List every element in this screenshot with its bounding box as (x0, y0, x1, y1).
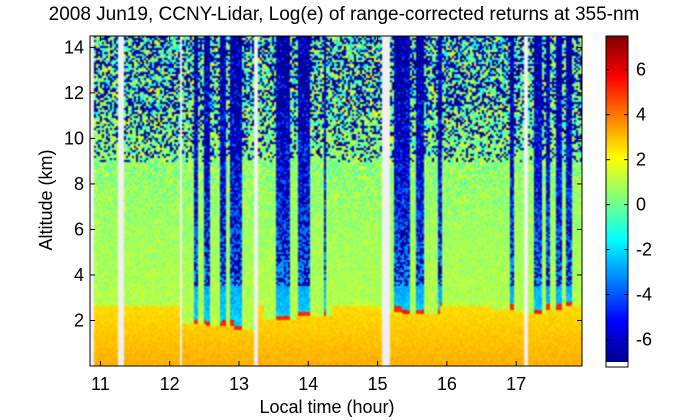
colorbar-tick-label: -4 (636, 285, 652, 305)
colorbar: -6 -4 -2 0 2 4 6 (605, 35, 652, 368)
colorbar-tick-label: 2 (636, 150, 646, 170)
y-tick-label: 10 (64, 128, 84, 148)
colorbar-tick-label: 4 (636, 105, 646, 125)
y-axis-label: Altitude (km) (36, 149, 56, 250)
x-tick-label: 15 (368, 374, 388, 394)
colorbar-tick-label: 6 (636, 60, 646, 80)
colorbar-gradient (606, 36, 628, 362)
x-tick-label: 14 (298, 374, 318, 394)
x-tick-label: 12 (160, 374, 180, 394)
colorbar-tick-label: 0 (636, 195, 646, 215)
colorbar-tick-label: -6 (636, 330, 652, 350)
y-tick-label: 12 (64, 83, 84, 103)
chart-title: 2008 Jun19, CCNY-Lidar, Log(e) of range-… (49, 4, 640, 25)
colorbar-tick-label: -2 (636, 240, 652, 260)
heatmap-image (90, 36, 582, 366)
x-tick-label: 16 (437, 374, 457, 394)
plot-frame (89, 35, 583, 367)
y-axis: 2 4 6 8 10 12 14 (64, 37, 582, 330)
colorbar-ticks: -6 -4 -2 0 2 4 6 (606, 60, 652, 350)
x-tick-label: 17 (506, 374, 526, 394)
colorbar-frame (605, 35, 629, 368)
y-tick-label: 6 (74, 219, 84, 239)
plot-area (89, 35, 583, 367)
y-tick-label: 2 (74, 310, 84, 330)
y-tick-label: 8 (74, 174, 84, 194)
x-axis: 11 12 13 14 15 16 17 (91, 36, 526, 394)
x-axis-label: Local time (hour) (259, 397, 394, 417)
y-tick-label: 14 (64, 37, 84, 57)
x-tick-label: 11 (91, 374, 110, 394)
x-tick-label: 13 (229, 374, 249, 394)
y-tick-label: 4 (74, 265, 84, 285)
